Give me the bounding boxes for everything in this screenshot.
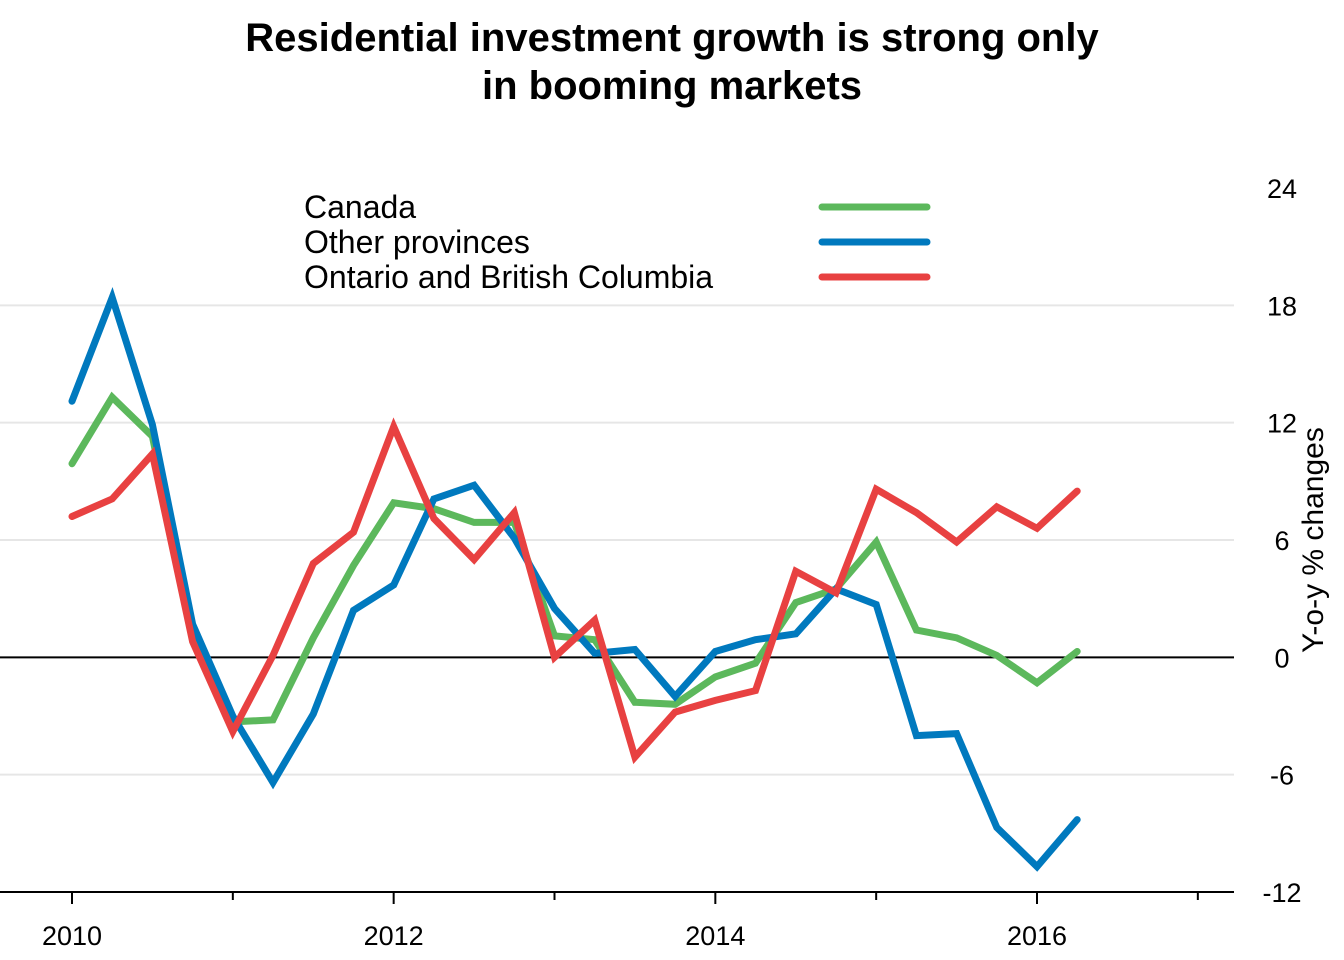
legend-label-ontario-and-british-columbia: Ontario and British Columbia [304, 259, 713, 295]
series-line-other-provinces [68, 286, 1081, 872]
legend-label-canada: Canada [304, 189, 416, 225]
y-tick-label: -6 [1270, 761, 1294, 791]
x-tick-label: 2010 [42, 921, 102, 951]
chart-title-line-1: Residential investment growth is strong … [245, 16, 1099, 60]
x-tick-label: 2016 [1007, 921, 1067, 951]
chart-title-line-2: in booming markets [481, 64, 863, 108]
x-tick-label: 2014 [685, 921, 745, 951]
series-lines [68, 286, 1081, 872]
gridlines [0, 304, 1234, 776]
legend-label-other-provinces: Other provinces [304, 224, 530, 260]
y-tick-label: 12 [1267, 409, 1297, 439]
y-tick-label: 6 [1274, 526, 1289, 556]
x-tick-label: 2012 [364, 921, 424, 951]
series-line-canada [68, 391, 1081, 726]
y-axis-label: Y-o-y % changes [1297, 427, 1330, 653]
y-tick-label: -12 [1262, 878, 1301, 908]
y-tick-label: 18 [1267, 291, 1297, 321]
y-tick-label: 0 [1274, 643, 1289, 673]
y-tick-label: 24 [1267, 174, 1297, 204]
chart-title: Residential investment growth is strong … [0, 14, 1344, 110]
series-line-ontario-and-british-columbia [68, 417, 1081, 765]
